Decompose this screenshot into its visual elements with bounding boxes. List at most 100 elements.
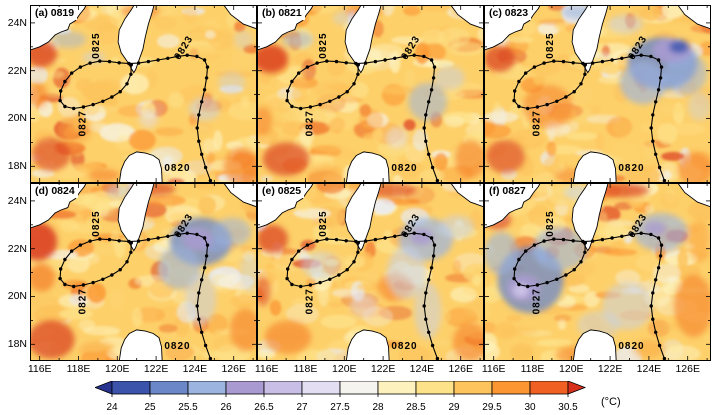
land-ne_mask <box>223 183 257 208</box>
lon-tick-label: 116E <box>254 363 279 375</box>
lon-tick-label: 120E <box>332 363 357 375</box>
lon-tick-label: 122E <box>370 363 396 375</box>
land-taiwan <box>117 183 155 252</box>
colorbar: 24 25 25.5 26 26.5 27 27.5 28 28.5 29 29.5 30 30.5 <box>93 380 595 415</box>
svg-text:26.5: 26.5 <box>254 402 274 413</box>
svg-text:0825: 0825 <box>545 32 556 58</box>
lat-tick-label: 20N <box>7 290 27 303</box>
lon-tick-label: 126E <box>448 363 473 375</box>
land-luzon <box>345 329 390 361</box>
lon-tick-label: 122E <box>597 363 623 375</box>
colorbar-svg: 24 25 25.5 26 26.5 27 27.5 28 28.5 29 29.5 30 30.5 <box>93 380 587 413</box>
lon-tick-label: 126E <box>675 363 700 375</box>
panel-label-e: (e) 0825 <box>259 185 305 198</box>
land-taiwan <box>344 183 382 252</box>
land-taiwan <box>571 183 609 252</box>
svg-text:27: 27 <box>296 402 308 413</box>
svg-text:0827: 0827 <box>77 288 88 314</box>
svg-text:28.5: 28.5 <box>406 402 426 413</box>
svg-text:0820: 0820 <box>618 341 644 352</box>
svg-text:29.5: 29.5 <box>482 402 502 413</box>
svg-text:0820: 0820 <box>164 163 190 174</box>
land-taiwan <box>117 5 155 74</box>
colorbar-unit: (°C) <box>601 396 621 408</box>
land-taiwan <box>344 5 382 74</box>
svg-text:0825: 0825 <box>91 210 102 236</box>
typhoon-track <box>285 53 440 183</box>
land-ne_mask <box>677 183 711 208</box>
lon-tick-label: 126E <box>221 363 246 375</box>
svg-text:29: 29 <box>448 402 460 413</box>
panel-border <box>257 183 484 361</box>
panel-label-d: (d) 0824 <box>32 185 78 198</box>
lon-tick-label: 118E <box>66 363 91 375</box>
land-ne_mask <box>223 5 257 30</box>
typhoon-track <box>58 231 213 361</box>
lat-tick-label: 20N <box>7 112 27 125</box>
sst-anomalies <box>257 183 484 361</box>
svg-text:0825: 0825 <box>318 32 329 58</box>
svg-text:0820: 0820 <box>618 163 644 174</box>
panel-label-c: (c) 0823 <box>486 7 532 20</box>
typhoon-track <box>512 231 667 361</box>
lat-tick-label: 24N <box>7 194 27 207</box>
land-taiwan <box>571 5 609 74</box>
lat-tick-label: 18N <box>7 338 27 351</box>
lat-tick-label: 22N <box>7 242 27 255</box>
lon-tick-label: 122E <box>143 363 169 375</box>
svg-text:0827: 0827 <box>531 288 542 314</box>
coastlines <box>30 183 257 361</box>
svg-text:0827: 0827 <box>77 110 88 136</box>
svg-text:0825: 0825 <box>545 210 556 236</box>
sst-anomalies <box>484 5 711 183</box>
sst-anomalies <box>30 183 257 359</box>
lon-tick-label: 118E <box>520 363 545 375</box>
lon-tick-label: 118E <box>293 363 318 375</box>
lon-tick-label: 120E <box>559 363 584 375</box>
panel-border <box>484 183 711 361</box>
panel-c-0823: 0825 0823 0827 0820 (c) 0823 <box>484 5 711 183</box>
panel-a-0819: 0825 0823 0827 0820 (a) 0819 <box>30 5 257 183</box>
panel-label-a: (a) 0819 <box>32 7 78 20</box>
svg-text:30.5: 30.5 <box>558 402 578 413</box>
panel-e-0825: 0825 0823 0827 0820 (e) 0825 <box>257 183 484 361</box>
land-ne_mask <box>450 183 484 208</box>
svg-text:25: 25 <box>144 402 156 413</box>
land-ne_mask <box>677 5 711 30</box>
land-luzon <box>572 329 617 361</box>
land-luzon <box>118 151 163 183</box>
land-luzon <box>345 151 390 183</box>
lon-tick-label: 120E <box>105 363 130 375</box>
svg-text:0825: 0825 <box>318 210 329 236</box>
svg-text:0827: 0827 <box>531 110 542 136</box>
svg-text:24: 24 <box>106 402 118 413</box>
svg-text:0827: 0827 <box>304 110 315 136</box>
svg-text:26: 26 <box>220 402 232 413</box>
land-ne_mask <box>450 5 484 30</box>
svg-text:0820: 0820 <box>164 341 190 352</box>
land-luzon <box>118 329 163 361</box>
panel-label-f: (f) 0827 <box>486 185 529 198</box>
lon-tick-label: 116E <box>27 363 52 375</box>
svg-text:0825: 0825 <box>91 32 102 58</box>
panel-d-0824: 0825 0823 0827 0820 (d) 0824 <box>30 183 257 361</box>
land-luzon <box>572 151 617 183</box>
typhoon-track <box>285 231 440 361</box>
svg-text:27.5: 27.5 <box>330 402 350 413</box>
svg-text:25.5: 25.5 <box>178 402 198 413</box>
typhoon-track <box>58 53 213 183</box>
svg-text:0827: 0827 <box>304 288 315 314</box>
lon-tick-label: 116E <box>481 363 506 375</box>
lon-tick-label: 124E <box>182 363 208 375</box>
panel-label-b: (b) 0821 <box>259 7 305 20</box>
lon-tick-label: 124E <box>636 363 662 375</box>
coastlines <box>30 5 257 183</box>
lat-tick-label: 18N <box>7 160 27 173</box>
svg-text:30: 30 <box>524 402 536 413</box>
panel-b-0821: 0825 0823 0827 0820 (b) 0821 <box>257 5 484 183</box>
